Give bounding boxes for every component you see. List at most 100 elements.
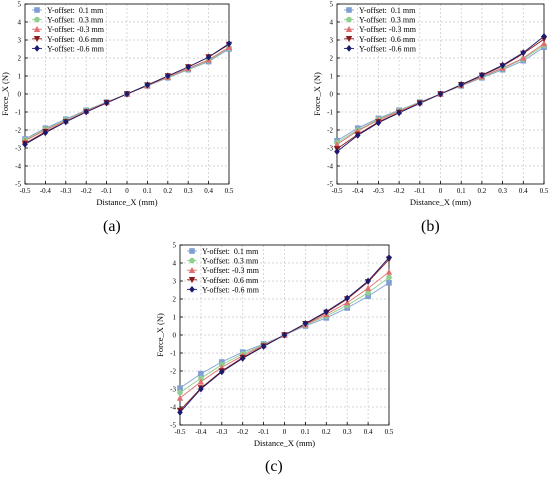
legend-entry: Y-offset: -0.6 mm	[47, 44, 105, 53]
y-tick-label: 0	[330, 91, 334, 99]
x-tick-label: -0.2	[394, 187, 406, 195]
x-tick-label: 0	[439, 187, 443, 195]
y-axis-label: Force_X (N)	[312, 72, 322, 116]
y-tick-label: -2	[327, 127, 333, 135]
y-tick-label: 5	[330, 1, 334, 9]
data-point	[386, 274, 392, 281]
data-point	[198, 375, 204, 381]
x-tick-label: 0.2	[163, 187, 172, 195]
x-tick-label: 0.1	[457, 187, 466, 195]
legend-entry: Y-offset: 0.3 mm	[359, 16, 416, 25]
data-point	[386, 254, 392, 261]
x-axis-label: Distance_X (mm)	[410, 197, 471, 207]
y-tick-label: 4	[330, 19, 334, 27]
data-point	[177, 385, 183, 391]
data-point	[42, 129, 49, 137]
y-tick-label: -5	[15, 181, 21, 189]
y-tick-label: -4	[170, 404, 176, 412]
data-point	[226, 40, 232, 47]
data-point	[103, 99, 110, 107]
x-tick-label: 0.2	[322, 428, 331, 436]
data-point	[239, 355, 246, 362]
legend-entry: Y-offset: -0.3 mm	[202, 266, 260, 275]
x-tick-label: 0.3	[498, 187, 507, 195]
legend-marker	[189, 286, 195, 293]
data-point	[198, 370, 204, 377]
legend-entry: Y-offset: 0.6 mm	[359, 35, 416, 44]
x-tick-label: -0.3	[60, 187, 72, 195]
x-tick-label: -0.4	[352, 187, 364, 195]
data-point	[165, 72, 171, 80]
legend-entry: Y-offset: 0.6 mm	[202, 276, 259, 285]
legend-entry: Y-offset: -0.6 mm	[202, 285, 260, 294]
y-tick-label: 2	[18, 55, 22, 63]
panel-label-c: (c)	[265, 458, 283, 475]
y-tick-label: 0	[18, 91, 22, 99]
legend-marker	[34, 45, 40, 52]
data-point	[458, 81, 464, 89]
legend-entry: Y-offset: 0.1 mm	[47, 6, 104, 15]
legend-marker	[34, 7, 40, 13]
data-point	[344, 299, 351, 306]
x-tick-label: 0.5	[540, 187, 549, 195]
y-tick-label: -5	[170, 422, 176, 430]
x-tick-label: 0	[125, 187, 129, 195]
x-tick-label: -0.5	[19, 187, 31, 195]
data-point	[437, 90, 444, 98]
legend-entry: Y-offset: 0.6 mm	[47, 35, 104, 44]
legend-marker	[345, 25, 353, 32]
x-tick-label: -0.4	[40, 187, 52, 195]
data-point	[124, 90, 130, 98]
chart-a: -0.5 -0.4 -0.3 -0.2 -0.1 0 0.1 0.2 0.3 0.4 0.5 -5 -4…	[0, 1, 234, 208]
data-point	[541, 33, 547, 40]
data-point	[333, 141, 341, 148]
x-axis-label: Distance_X (mm)	[96, 197, 157, 207]
data-point	[22, 141, 28, 148]
legend-entry: Y-offset: -0.3 mm	[359, 25, 417, 34]
data-point	[144, 81, 151, 89]
data-point	[185, 63, 191, 71]
y-tick-label: 5	[18, 1, 22, 9]
data-point	[177, 409, 183, 416]
data-point	[219, 368, 225, 376]
y-tick-label: 3	[18, 37, 22, 45]
legend-marker	[33, 36, 41, 43]
legend-entry: Y-offset: 0.3 mm	[202, 257, 259, 266]
data-point	[334, 148, 340, 155]
legend-marker	[189, 257, 195, 264]
chart-c: -0.5 -0.4 -0.3 -0.2 -0.1 0 0.1 0.2 0.3 0.4 0.5 -5 -4…	[155, 242, 394, 449]
panel-label-b: (b)	[421, 218, 440, 235]
legend-marker	[346, 45, 352, 52]
legend-marker	[346, 16, 352, 23]
x-tick-label: 0.4	[364, 428, 373, 436]
y-tick-label: 0	[173, 332, 177, 340]
y-tick-label: 3	[330, 37, 334, 45]
legend-entry: Y-offset: -0.3 mm	[47, 25, 105, 34]
y-tick-label: -2	[15, 127, 21, 135]
y-tick-label: 2	[173, 296, 177, 304]
data-point	[386, 280, 392, 286]
y-tick-label: -4	[15, 163, 21, 171]
panel-label-a: (a)	[103, 218, 121, 235]
x-tick-label: -0.1	[258, 428, 270, 436]
y-tick-label: -2	[170, 368, 176, 376]
data-point	[323, 308, 330, 315]
x-tick-label: 0.2	[478, 187, 487, 195]
legend-marker	[188, 266, 196, 273]
x-tick-label: -0.4	[195, 428, 207, 436]
y-axis-label: Force_X (N)	[0, 72, 10, 116]
y-tick-label: 1	[18, 73, 22, 81]
data-point	[365, 293, 371, 300]
x-tick-label: 0.5	[385, 428, 394, 436]
data-point	[197, 378, 205, 385]
y-tick-label: 1	[330, 73, 334, 81]
chart-b: -0.5 -0.4 -0.3 -0.2 -0.1 0 0.1 0.2 0.3 0.4 0.5 -5 -4…	[312, 1, 549, 208]
legend-marker	[33, 25, 41, 32]
y-tick-label: -3	[170, 386, 176, 394]
data-point	[260, 343, 267, 350]
x-tick-label: -0.3	[373, 187, 385, 195]
y-tick-label: -1	[170, 350, 176, 358]
y-tick-label: -5	[327, 181, 333, 189]
data-point	[479, 71, 485, 79]
